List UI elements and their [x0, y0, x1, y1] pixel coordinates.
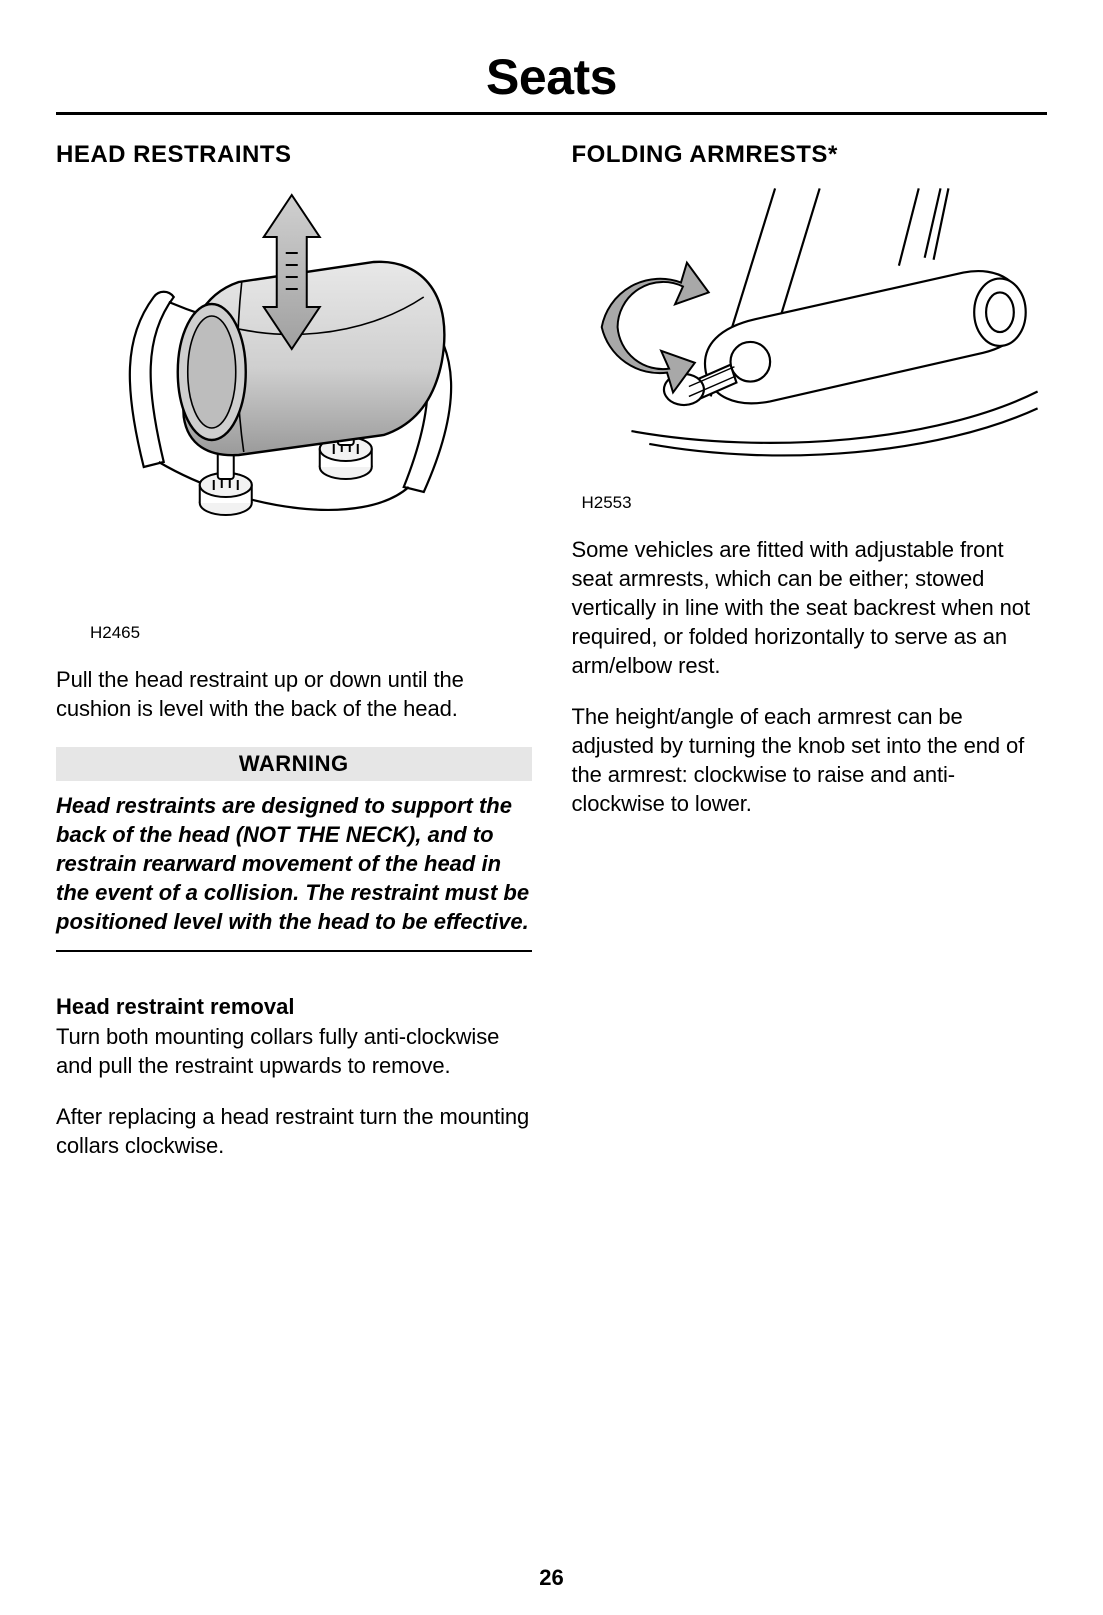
figure-folding-armrest	[572, 187, 1048, 487]
right-column: FOLDING ARMRESTS*	[572, 141, 1048, 1160]
armrest-p1: Some vehicles are fitted with adjustable…	[572, 535, 1048, 680]
page-title: Seats	[56, 48, 1047, 115]
content-columns: HEAD RESTRAINTS	[56, 141, 1047, 1160]
subheading-removal: Head restraint removal	[56, 994, 532, 1020]
left-column: HEAD RESTRAINTS	[56, 141, 532, 1160]
armrest-p2: The height/angle of each armrest can be …	[572, 702, 1048, 818]
warning-label: WARNING	[56, 747, 532, 781]
warning-body: Head restraints are designed to support …	[56, 791, 532, 952]
heading-head-restraints: HEAD RESTRAINTS	[56, 141, 532, 169]
removal-p2: After replacing a head restraint turn th…	[56, 1102, 532, 1160]
figure-id-left: H2465	[90, 623, 532, 643]
figure-id-right: H2553	[582, 493, 1048, 513]
page-number: 26	[0, 1565, 1103, 1591]
page: Seats HEAD RESTRAINTS	[0, 0, 1103, 1615]
head-restraint-intro: Pull the head restraint up or down until…	[56, 665, 532, 723]
removal-p1: Turn both mounting collars fully anti-cl…	[56, 1022, 532, 1080]
figure-head-restraint	[56, 187, 532, 617]
heading-folding-armrests: FOLDING ARMRESTS*	[572, 141, 1048, 169]
